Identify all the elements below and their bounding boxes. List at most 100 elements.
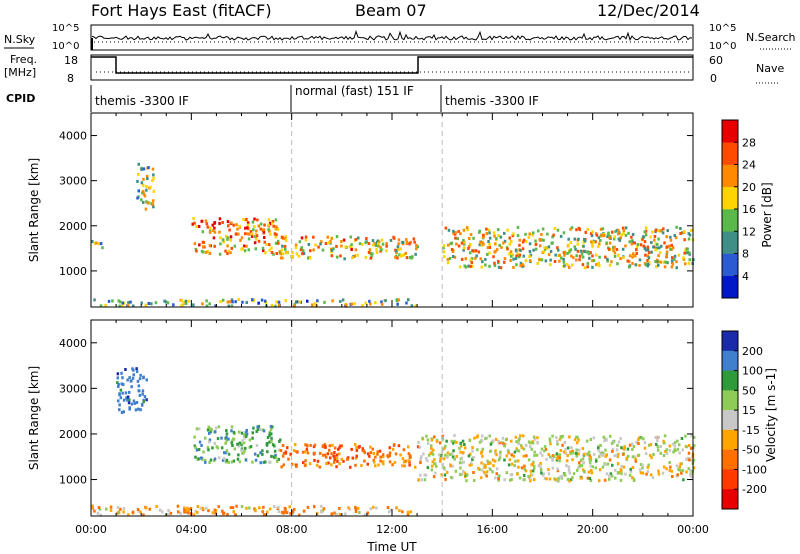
velocity-echo-cell xyxy=(438,441,442,445)
velocity-echo-cell xyxy=(646,465,650,469)
velocity-echo-cell xyxy=(494,451,497,455)
power-echo-cell xyxy=(673,234,676,238)
power-echo-cell xyxy=(577,226,581,230)
velocity-echo-cell xyxy=(243,433,246,437)
power-echo-cell xyxy=(628,260,631,264)
velocity-echo-cell xyxy=(617,452,620,456)
velocity-echo-cell xyxy=(485,474,488,478)
velocity-echo-cell xyxy=(217,505,220,509)
velocity-echo-cell xyxy=(117,399,120,403)
velocity-echo-cell xyxy=(417,440,420,444)
power-echo-cell xyxy=(321,248,325,252)
power-echo-cell xyxy=(277,300,281,304)
velocity-echo-cell xyxy=(268,460,271,464)
velocity-echo-cell xyxy=(205,506,208,510)
power-echo-cell xyxy=(274,227,277,231)
velocity-echo-cell xyxy=(665,467,668,471)
velocity-echo-cell xyxy=(263,513,266,517)
velocity-echo-cell xyxy=(274,453,277,457)
power-echo-cell xyxy=(329,241,332,245)
power-echo-cell xyxy=(499,266,503,270)
power-echo-cell xyxy=(412,237,416,241)
power-echo-cell xyxy=(263,223,266,227)
velocity-echo-cell xyxy=(227,437,230,441)
velocity-echo-cell xyxy=(360,464,363,468)
velocity-echo-cell xyxy=(651,476,655,480)
velocity-echo-cell xyxy=(551,466,555,470)
velocity-echo-cell xyxy=(647,443,651,447)
velocity-echo-cell xyxy=(638,436,641,440)
power-echo-cell xyxy=(454,231,457,235)
velocity-echo-cell xyxy=(460,461,464,465)
power-echo-cell xyxy=(230,304,234,308)
velocity-echo-cell xyxy=(306,451,310,455)
velocity-echo-cell xyxy=(128,390,131,394)
power-echo-cell xyxy=(567,237,570,241)
velocity-echo-cell xyxy=(131,510,135,514)
velocity-echo-cell xyxy=(643,446,647,450)
velocity-echo-cell xyxy=(245,432,249,436)
velocity-echo-cell xyxy=(571,476,574,480)
velocity-echo-cell xyxy=(480,461,483,465)
power-echo-cell xyxy=(447,228,451,232)
velocity-echo-cell xyxy=(571,458,574,462)
power-echo-cell xyxy=(665,254,668,258)
velocity-echo-cell xyxy=(374,455,377,459)
power-echo-cell xyxy=(479,257,482,261)
power-echo-cell xyxy=(235,223,238,227)
velocity-echo-cell xyxy=(503,478,506,482)
velocity-echo-cell xyxy=(194,509,197,513)
velocity-echo-cell xyxy=(613,454,616,458)
power-echo-cell xyxy=(221,221,224,224)
velocity-echo-cell xyxy=(273,449,277,453)
velocity-echo-cell xyxy=(185,510,188,514)
velocity-echo-cell xyxy=(253,507,256,511)
velocity-echo-cell xyxy=(577,448,581,452)
velocity-echo-cell xyxy=(177,510,180,514)
velocity-echo-cell xyxy=(261,510,264,514)
power-echo-cell xyxy=(614,230,617,234)
power-echo-cell xyxy=(150,302,153,306)
velocity-echo-cell xyxy=(552,455,556,458)
power-echo-cell xyxy=(261,246,265,250)
power-echo-cell xyxy=(493,264,497,268)
velocity-echo-cell xyxy=(482,466,486,470)
velocity-echo-cell xyxy=(637,442,640,445)
velocity-echo-cell xyxy=(532,460,535,464)
velocity-echo-cell xyxy=(379,459,382,463)
velocity-echo-cell xyxy=(248,438,252,442)
velocity-echo-cell xyxy=(677,467,680,471)
velocity-echo-cell xyxy=(330,452,333,456)
nsky-trace-line xyxy=(91,29,693,42)
power-echo-cell xyxy=(516,225,520,229)
velocity-echo-cell xyxy=(339,444,342,448)
power-echo-cell xyxy=(525,240,528,243)
power-echo-cell xyxy=(213,244,216,248)
velocity-echo-cell xyxy=(475,435,479,439)
velocity-echo-cell xyxy=(631,476,634,480)
velocity-echo-cell xyxy=(573,438,577,442)
velocity-echo-cell xyxy=(592,452,596,456)
freq-label: Freq. xyxy=(10,53,37,66)
velocity-echo-cell xyxy=(338,462,341,466)
velocity-echo-cell xyxy=(441,463,444,466)
velocity-echo-cell xyxy=(562,450,566,454)
velocity-echo-cell xyxy=(622,452,625,456)
power-echo-cell xyxy=(582,240,585,244)
velocity-echo-cell xyxy=(236,457,240,461)
velocity-echo-cell xyxy=(678,443,681,447)
power-echo-cell xyxy=(342,238,346,242)
power-echo-cell xyxy=(601,227,605,231)
power-echo-cell xyxy=(319,242,322,246)
velocity-echo-cell xyxy=(491,458,495,462)
power-echo-cell xyxy=(323,300,326,304)
velocity-echo-cell xyxy=(249,445,253,449)
velocity-echo-cell xyxy=(313,505,316,509)
velocity-echo-cell xyxy=(198,440,202,444)
velocity-echo-cell xyxy=(266,450,269,454)
power-echo-cell xyxy=(480,243,484,247)
velocity-echo-cell xyxy=(328,448,331,452)
velocity-echo-cell xyxy=(599,444,602,447)
velocity-echo-cell xyxy=(333,458,336,461)
